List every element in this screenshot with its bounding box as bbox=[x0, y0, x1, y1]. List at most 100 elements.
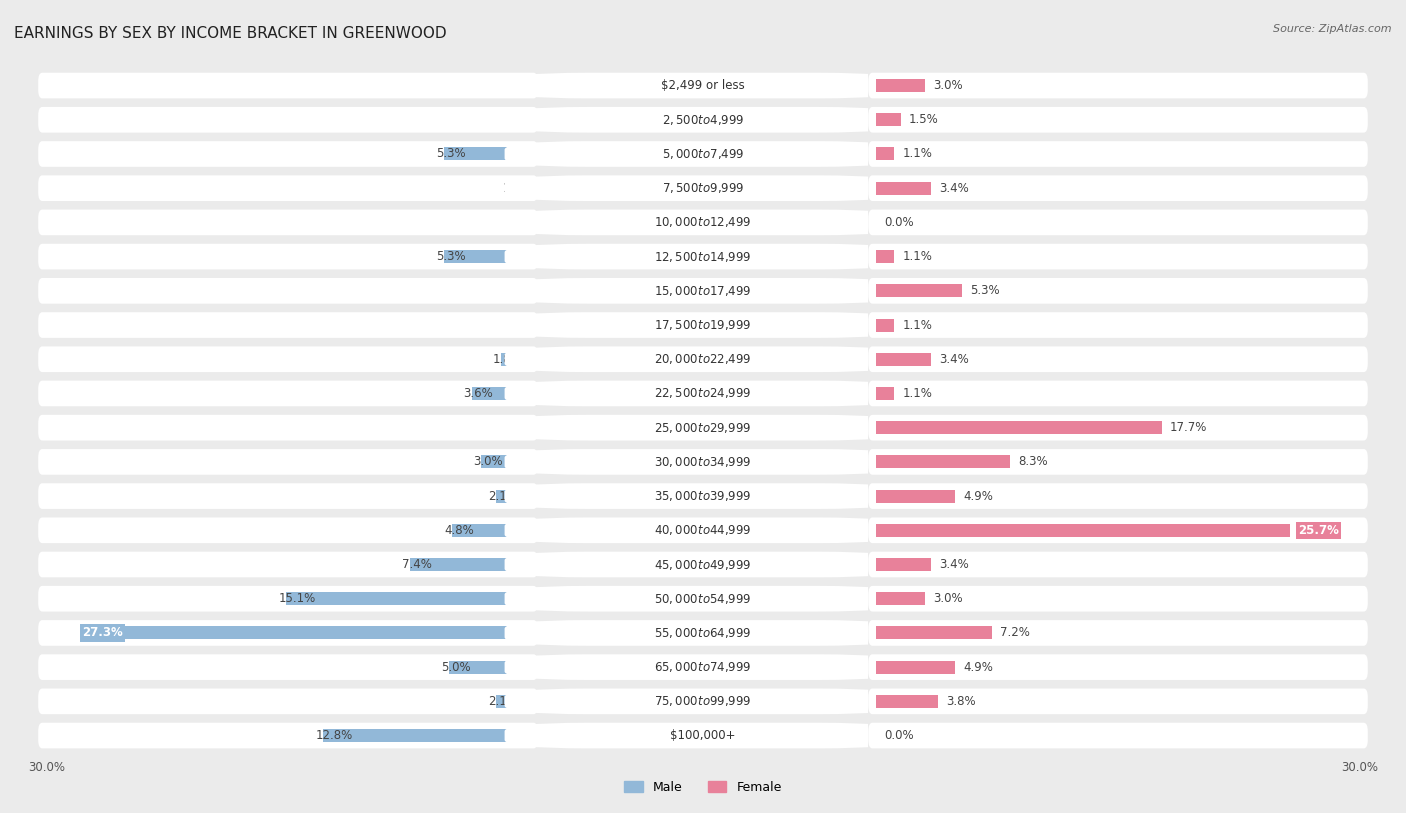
FancyBboxPatch shape bbox=[505, 380, 901, 406]
Text: 17.7%: 17.7% bbox=[1170, 421, 1206, 434]
FancyBboxPatch shape bbox=[38, 415, 537, 441]
FancyBboxPatch shape bbox=[38, 586, 537, 611]
FancyBboxPatch shape bbox=[38, 552, 537, 577]
Text: 1.1%: 1.1% bbox=[903, 147, 932, 160]
Text: $2,500 to $4,999: $2,500 to $4,999 bbox=[662, 113, 744, 127]
Text: 3.4%: 3.4% bbox=[939, 353, 969, 366]
Text: $100,000+: $100,000+ bbox=[671, 729, 735, 742]
Bar bbox=[876, 627, 993, 640]
Bar bbox=[449, 661, 530, 674]
FancyBboxPatch shape bbox=[869, 415, 1368, 441]
FancyBboxPatch shape bbox=[869, 312, 1368, 338]
Text: $15,000 to $17,499: $15,000 to $17,499 bbox=[654, 284, 752, 298]
Bar bbox=[876, 592, 925, 605]
Text: 7.4%: 7.4% bbox=[402, 558, 432, 571]
Bar bbox=[876, 387, 894, 400]
FancyBboxPatch shape bbox=[869, 654, 1368, 680]
FancyBboxPatch shape bbox=[869, 552, 1368, 577]
Bar bbox=[876, 421, 1161, 434]
Bar bbox=[515, 319, 530, 332]
FancyBboxPatch shape bbox=[869, 517, 1368, 543]
Bar bbox=[876, 250, 894, 263]
Text: 5.3%: 5.3% bbox=[436, 147, 465, 160]
Text: 4.8%: 4.8% bbox=[444, 524, 474, 537]
Text: 5.0%: 5.0% bbox=[441, 661, 471, 674]
FancyBboxPatch shape bbox=[505, 346, 901, 372]
Bar bbox=[515, 79, 530, 92]
FancyBboxPatch shape bbox=[38, 107, 537, 133]
Text: 0.0%: 0.0% bbox=[522, 421, 551, 434]
Bar bbox=[323, 729, 530, 742]
FancyBboxPatch shape bbox=[869, 176, 1368, 201]
Bar bbox=[453, 524, 530, 537]
Bar bbox=[287, 592, 530, 605]
Text: $17,500 to $19,999: $17,500 to $19,999 bbox=[654, 318, 752, 332]
Text: Source: ZipAtlas.com: Source: ZipAtlas.com bbox=[1274, 24, 1392, 34]
FancyBboxPatch shape bbox=[869, 141, 1368, 167]
FancyBboxPatch shape bbox=[38, 176, 537, 201]
Text: 5.3%: 5.3% bbox=[436, 250, 465, 263]
Bar bbox=[876, 147, 894, 160]
FancyBboxPatch shape bbox=[38, 346, 537, 372]
Text: $20,000 to $22,499: $20,000 to $22,499 bbox=[654, 352, 752, 366]
FancyBboxPatch shape bbox=[505, 483, 901, 509]
FancyBboxPatch shape bbox=[505, 689, 901, 714]
Bar bbox=[515, 285, 530, 298]
Bar bbox=[876, 558, 931, 571]
Bar bbox=[510, 181, 530, 194]
FancyBboxPatch shape bbox=[38, 517, 537, 543]
FancyBboxPatch shape bbox=[869, 72, 1368, 98]
FancyBboxPatch shape bbox=[38, 620, 537, 646]
Text: 0.0%: 0.0% bbox=[884, 216, 914, 229]
Text: 0.0%: 0.0% bbox=[884, 729, 914, 742]
FancyBboxPatch shape bbox=[38, 483, 537, 509]
Text: $5,000 to $7,499: $5,000 to $7,499 bbox=[662, 147, 744, 161]
FancyBboxPatch shape bbox=[505, 586, 901, 611]
Text: 1.1%: 1.1% bbox=[903, 387, 932, 400]
Text: $22,500 to $24,999: $22,500 to $24,999 bbox=[654, 386, 752, 401]
FancyBboxPatch shape bbox=[505, 449, 901, 475]
FancyBboxPatch shape bbox=[869, 620, 1368, 646]
Text: $10,000 to $12,499: $10,000 to $12,499 bbox=[654, 215, 752, 229]
Text: 2.1%: 2.1% bbox=[488, 695, 517, 708]
Bar bbox=[876, 319, 894, 332]
Text: 2.1%: 2.1% bbox=[488, 489, 517, 502]
Text: 1.1%: 1.1% bbox=[903, 250, 932, 263]
Text: $40,000 to $44,999: $40,000 to $44,999 bbox=[654, 524, 752, 537]
FancyBboxPatch shape bbox=[869, 380, 1368, 406]
Text: 1.1%: 1.1% bbox=[903, 319, 932, 332]
FancyBboxPatch shape bbox=[869, 689, 1368, 714]
FancyBboxPatch shape bbox=[38, 380, 537, 406]
FancyBboxPatch shape bbox=[869, 346, 1368, 372]
FancyBboxPatch shape bbox=[505, 176, 901, 201]
Bar bbox=[876, 489, 955, 502]
Text: 27.3%: 27.3% bbox=[82, 627, 122, 640]
Bar bbox=[496, 489, 530, 502]
Bar bbox=[471, 387, 530, 400]
FancyBboxPatch shape bbox=[38, 278, 537, 304]
Text: 1.8%: 1.8% bbox=[492, 353, 522, 366]
FancyBboxPatch shape bbox=[38, 312, 537, 338]
Text: $30,000 to $34,999: $30,000 to $34,999 bbox=[654, 455, 752, 469]
Text: 25.7%: 25.7% bbox=[1299, 524, 1340, 537]
Text: $75,000 to $99,999: $75,000 to $99,999 bbox=[654, 694, 752, 708]
FancyBboxPatch shape bbox=[38, 244, 537, 269]
FancyBboxPatch shape bbox=[505, 517, 901, 543]
Text: $65,000 to $74,999: $65,000 to $74,999 bbox=[654, 660, 752, 674]
Text: $35,000 to $39,999: $35,000 to $39,999 bbox=[654, 489, 752, 503]
FancyBboxPatch shape bbox=[38, 654, 537, 680]
Text: 3.0%: 3.0% bbox=[932, 79, 963, 92]
FancyBboxPatch shape bbox=[869, 723, 1368, 749]
Bar bbox=[876, 353, 931, 366]
Text: 0.59%: 0.59% bbox=[512, 216, 550, 229]
Text: $55,000 to $64,999: $55,000 to $64,999 bbox=[654, 626, 752, 640]
Bar bbox=[481, 455, 530, 468]
Bar bbox=[876, 455, 1010, 468]
Text: 0.89%: 0.89% bbox=[508, 319, 544, 332]
FancyBboxPatch shape bbox=[38, 449, 537, 475]
FancyBboxPatch shape bbox=[38, 141, 537, 167]
FancyBboxPatch shape bbox=[869, 586, 1368, 611]
Text: 4.9%: 4.9% bbox=[963, 489, 993, 502]
FancyBboxPatch shape bbox=[869, 483, 1368, 509]
Text: 8.3%: 8.3% bbox=[1018, 455, 1047, 468]
